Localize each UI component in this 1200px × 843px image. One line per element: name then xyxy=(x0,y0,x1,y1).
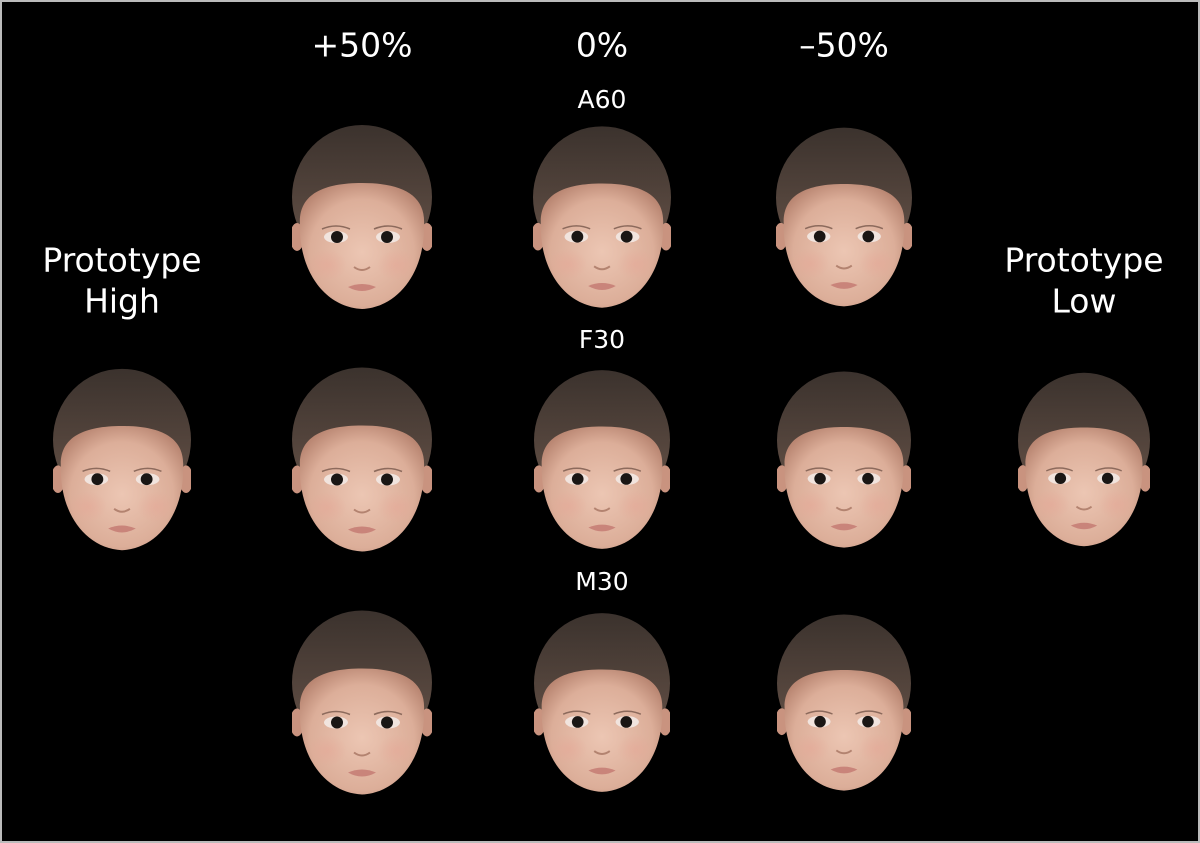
column-header: +50% xyxy=(312,26,413,65)
prototype-label: Low xyxy=(1052,282,1117,321)
prototype-label: Prototype xyxy=(42,241,201,280)
column-header: 0% xyxy=(576,26,628,65)
prototype-label: High xyxy=(84,282,160,321)
row-label: A60 xyxy=(578,85,627,114)
prototype-label: Prototype xyxy=(1004,241,1163,280)
row-label: F30 xyxy=(579,325,625,354)
row-label: M30 xyxy=(575,567,628,596)
column-header: –50% xyxy=(799,26,889,65)
